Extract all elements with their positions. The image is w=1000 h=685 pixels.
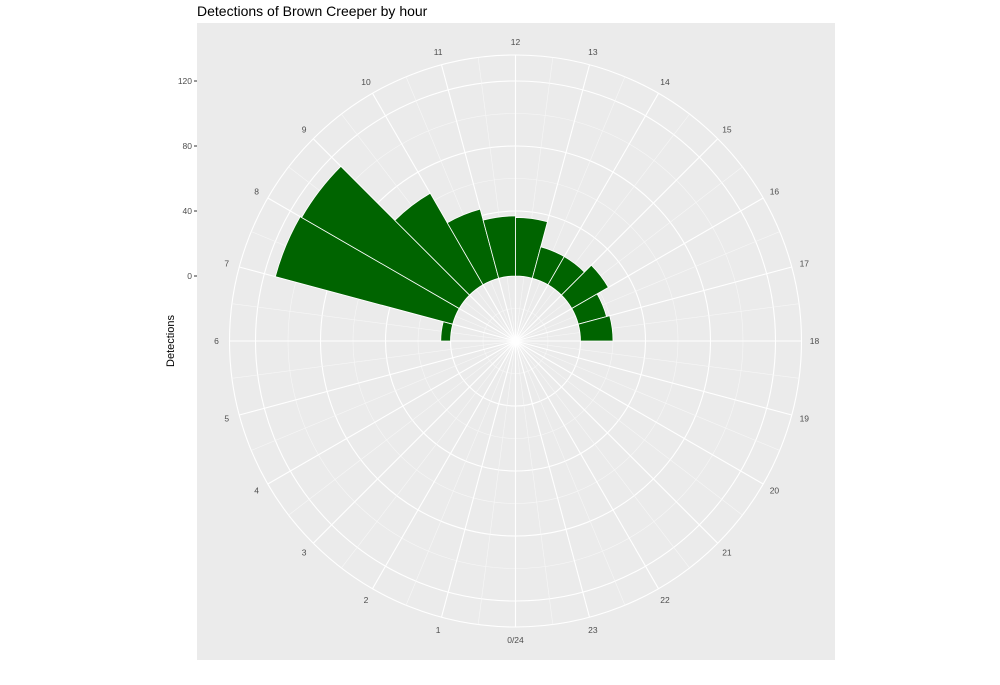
bar-hour-9.5 [394,192,484,296]
hour-label: 18 [810,336,820,346]
minor-grid-spoke [341,340,516,569]
minor-grid-spoke [477,340,516,625]
hour-label: 1 [436,625,441,635]
hour-label: 22 [660,595,670,605]
major-grid-spoke [515,340,792,416]
minor-grid-spoke [515,340,743,516]
bar-hour-6.5 [440,321,454,342]
hour-labels: 0/24123456789101112131415161718192021222… [214,37,819,645]
bar-hour-8.5 [301,165,471,310]
hour-label: 17 [800,259,810,269]
minor-grid-spoke [515,166,743,342]
minor-grid-spoke [515,57,554,342]
hour-label: 6 [214,336,219,346]
hour-label: 9 [302,125,307,135]
hour-label: 14 [660,77,670,87]
hour-label: 10 [361,77,371,87]
hour-label: 5 [224,413,229,423]
minor-grid-spoke [515,340,690,569]
hour-label: 15 [722,125,732,135]
hour-label: 23 [588,625,598,635]
hour-label: 2 [364,595,369,605]
grid-layer [228,54,803,628]
major-grid-spoke [514,340,591,618]
hour-label: 4 [254,486,259,496]
major-grid-spoke [515,266,792,342]
hour-label: 3 [302,547,307,557]
bar-hour-15.5 [560,264,609,310]
hour-label: 0/24 [507,635,524,645]
minor-grid-spoke [515,340,554,625]
minor-grid-spoke [515,113,690,342]
major-grid-spoke [515,197,764,342]
bar-hour-17.5 [577,315,614,342]
minor-grid-spoke [515,340,780,451]
major-grid-spoke [515,340,719,544]
major-grid-spoke [267,340,516,485]
minor-grid-spoke [477,57,516,342]
major-grid-spoke [239,340,516,416]
y-tick-label: 120 [178,76,192,86]
y-tick-label: 0 [187,271,192,281]
minor-grid-spoke [405,340,516,606]
hour-label: 16 [770,187,780,197]
y-axis-title: Detections [165,315,177,367]
bar-layer [274,165,614,342]
minor-grid-spoke [231,303,516,342]
bar-hour-7.5 [274,216,460,325]
hour-label: 11 [434,47,443,57]
y-tick-label: 80 [183,141,193,151]
hour-label: 7 [224,259,229,269]
minor-grid-spoke [405,76,516,342]
major-grid-spoke [515,340,764,485]
major-grid-spoke [515,340,659,589]
major-grid-spoke [312,340,516,544]
y-tick-label: 40 [183,206,193,216]
minor-grid-spoke [515,303,800,342]
minor-grid-spoke [251,340,516,451]
major-grid-spoke [440,64,517,342]
hour-label: 21 [722,547,732,557]
hour-label: 13 [588,47,598,57]
bar-hour-11.5 [482,215,516,279]
hour-label: 12 [511,37,521,47]
minor-grid-spoke [515,340,626,606]
minor-grid-spoke [515,231,780,342]
bar-hour-12.5 [515,217,548,279]
minor-grid-spoke [288,340,516,516]
major-grid-spoke [440,340,517,618]
major-grid-spoke [515,138,719,342]
bar-hour-10.5 [446,208,500,286]
hour-label: 19 [800,413,810,423]
major-grid-spoke [515,93,659,342]
minor-grid-spoke [515,76,626,342]
minor-grid-spoke [515,340,800,379]
hour-label: 8 [254,187,259,197]
chart-title: Detections of Brown Creeper by hour [197,3,428,19]
major-grid-spoke [514,64,591,342]
hour-label: 20 [770,486,780,496]
major-grid-spoke [372,340,516,589]
minor-grid-spoke [231,340,516,379]
y-axis: 0 40 80 120 [178,76,197,281]
